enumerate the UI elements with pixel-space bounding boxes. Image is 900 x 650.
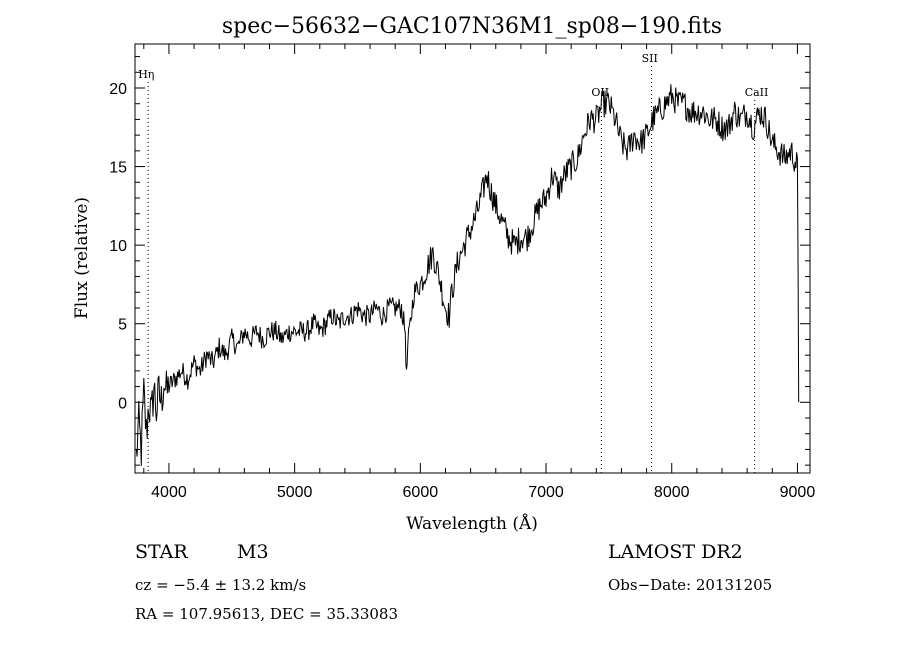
x-tick-label: 4000 — [151, 484, 187, 501]
y-tick-label: 15 — [109, 160, 127, 177]
x-tick-label: 7000 — [528, 484, 564, 501]
redshift-velocity: cz = −5.4 ± 13.2 km/s — [135, 576, 307, 594]
axis-ticks — [135, 44, 810, 473]
y-tick-label: 0 — [118, 395, 127, 412]
line-marker-label: OII — [591, 86, 609, 99]
y-axis-label: Flux (relative) — [72, 197, 92, 319]
survey-name: LAMOST DR2 — [608, 541, 743, 563]
x-tick-label: 6000 — [403, 484, 439, 501]
line-marker-label: Hη — [138, 68, 154, 81]
observation-date: Obs−Date: 20131205 — [608, 576, 773, 594]
line-marker-label: SII — [642, 52, 658, 65]
y-tick-label: 10 — [109, 238, 127, 255]
y-tick-label: 20 — [109, 81, 127, 98]
axis-tick-labels: 4000 5000 6000 7000 8000 9000 0 5 10 15 20 — [109, 81, 815, 501]
x-tick-label: 9000 — [780, 484, 816, 501]
x-tick-label: 8000 — [654, 484, 690, 501]
x-axis-label: Wavelength (Å) — [406, 513, 538, 534]
object-type: STAR — [135, 541, 188, 563]
y-tick-label: 5 — [118, 317, 127, 334]
spectrum-line — [135, 84, 800, 466]
chart-title: spec−56632−GAC107N36M1_sp08−190.fits — [222, 14, 722, 39]
object-subclass: M3 — [237, 541, 269, 563]
plot-frame — [134, 43, 811, 474]
spectral-line-markers: Hη OII SII CaII — [138, 52, 768, 473]
line-marker-label: CaII — [745, 86, 769, 99]
coordinates: RA = 107.95613, DEC = 35.33083 — [135, 605, 399, 623]
x-tick-label: 5000 — [277, 484, 313, 501]
